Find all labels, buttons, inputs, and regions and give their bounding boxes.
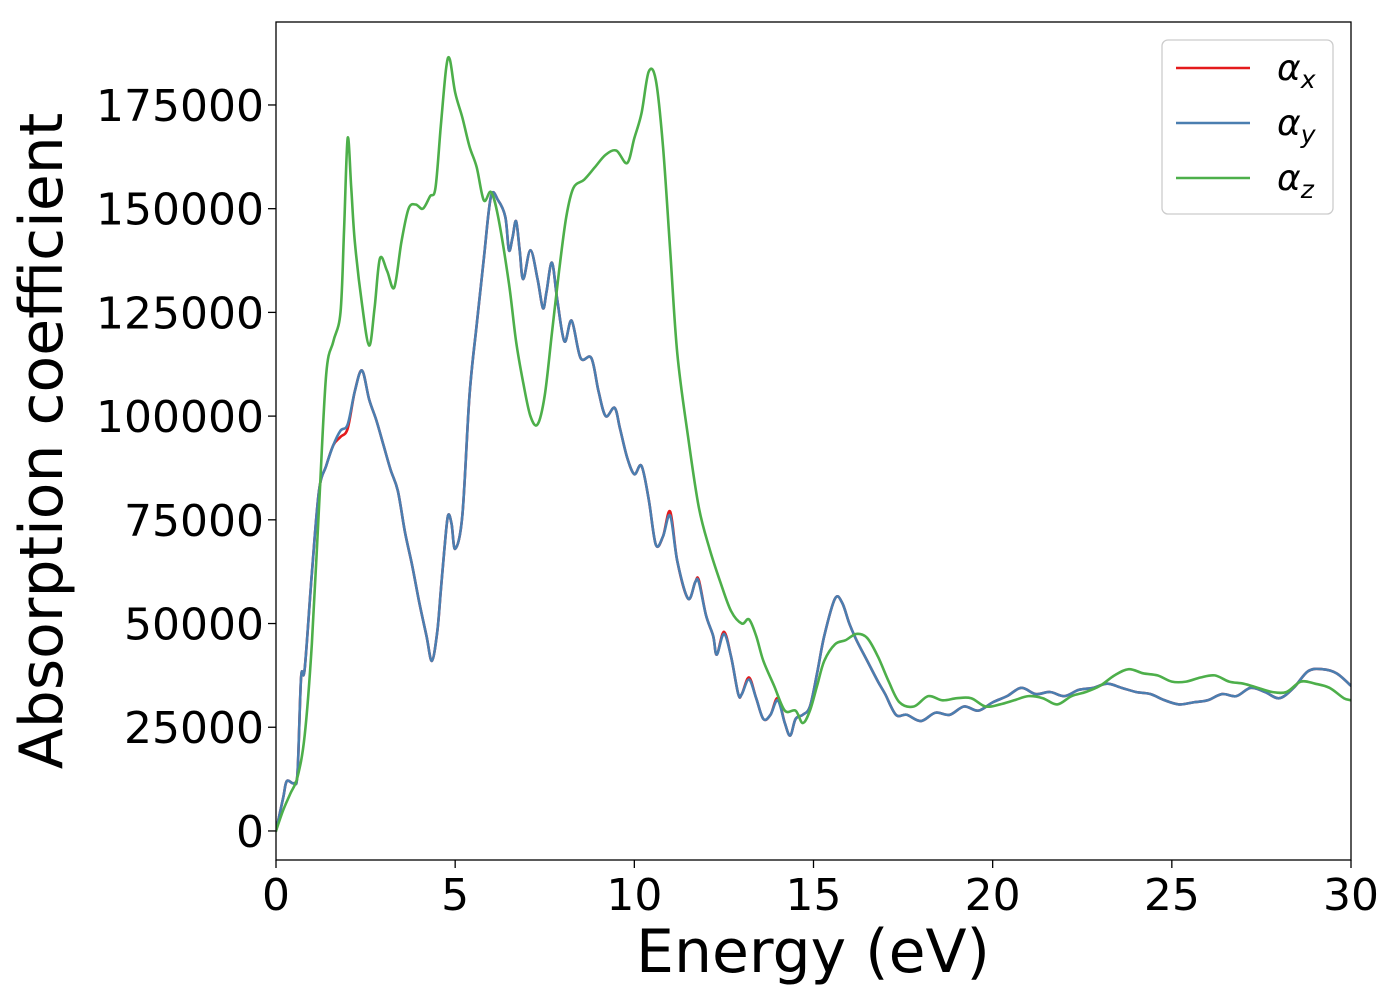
- x-tick-label: 10: [606, 870, 662, 921]
- x-axis-ticks: 0 5 10 15 20 25 30: [262, 860, 1379, 921]
- legend-label-y: αy: [1277, 103, 1317, 149]
- y-axis-title: Absorption coefficient: [7, 113, 77, 770]
- y-tick-label: 125000: [96, 288, 264, 339]
- series-line-z: [276, 55, 1351, 833]
- x-tick-label: 30: [1323, 870, 1379, 921]
- y-tick-label: 50000: [124, 600, 264, 651]
- legend-items: αx αy αz: [1176, 48, 1317, 204]
- legend-label-x: αx: [1277, 48, 1316, 94]
- x-tick-label: 20: [965, 870, 1021, 921]
- x-tick-label: 0: [262, 870, 290, 921]
- y-tick-label: 150000: [96, 185, 264, 236]
- legend: αx αy αz: [1161, 39, 1334, 215]
- legend-label-z: αz: [1277, 158, 1315, 204]
- x-tick-label: 5: [441, 870, 469, 921]
- x-tick-label: 15: [786, 870, 842, 921]
- y-tick-label: 175000: [96, 81, 264, 132]
- series-layer: [276, 55, 1351, 833]
- x-tick-label: 25: [1144, 870, 1200, 921]
- y-tick-label: 0: [236, 807, 264, 858]
- series-line-y: [276, 191, 1351, 833]
- y-tick-label: 25000: [124, 703, 264, 754]
- y-tick-label: 100000: [96, 392, 264, 443]
- x-axis-title: Energy (eV): [636, 917, 990, 987]
- y-axis-ticks: 0 25000 50000 75000 100000 125000 150000 175000: [96, 81, 276, 858]
- y-tick-label: 75000: [124, 496, 264, 547]
- legend-box: [1161, 39, 1334, 215]
